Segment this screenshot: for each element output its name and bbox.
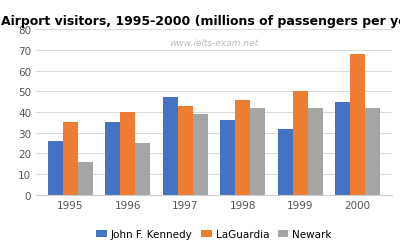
Bar <box>350 55 365 195</box>
Bar <box>63 123 78 195</box>
Bar <box>135 144 150 195</box>
Bar <box>78 162 93 195</box>
Bar <box>335 102 350 195</box>
Bar <box>178 106 193 195</box>
Bar <box>220 121 235 195</box>
Bar <box>120 112 135 195</box>
Title: Airport visitors, 1995-2000 (millions of passengers per year): Airport visitors, 1995-2000 (millions of… <box>1 14 400 28</box>
Bar <box>106 123 120 195</box>
Bar <box>193 114 208 195</box>
Bar <box>365 108 380 195</box>
Text: www.ielts-exam.net: www.ielts-exam.net <box>170 39 258 48</box>
Bar <box>308 108 322 195</box>
Bar <box>235 100 250 195</box>
Bar <box>293 92 308 195</box>
Bar <box>250 108 265 195</box>
Bar <box>278 129 293 195</box>
Bar <box>48 141 63 195</box>
Bar <box>163 98 178 195</box>
Legend: John F. Kennedy, LaGuardia, Newark: John F. Kennedy, LaGuardia, Newark <box>92 225 336 243</box>
